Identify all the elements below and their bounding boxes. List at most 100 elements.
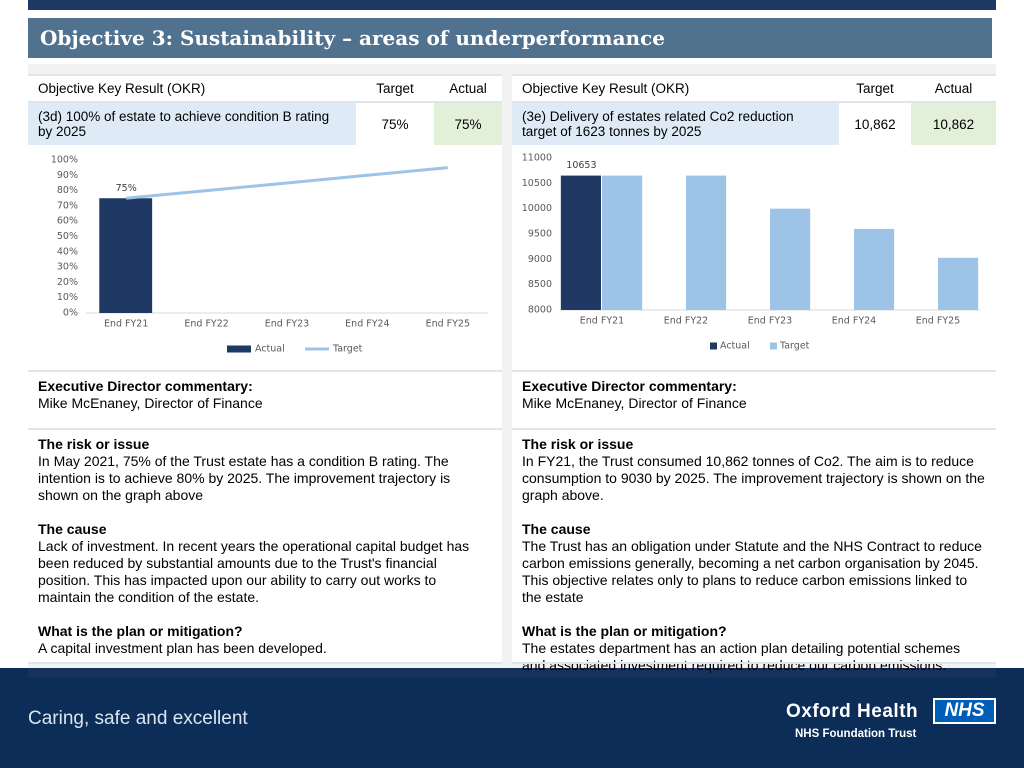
table-row: (3d) 100% of estate to achieve condition… (28, 101, 502, 145)
table-cell: 10,862 (839, 101, 911, 145)
bar (770, 208, 811, 310)
y-tick-label: 20% (57, 277, 78, 288)
okr-table: Objective Key Result (OKR) Target Actual (3… (512, 74, 996, 145)
nhs-badge: NHS (935, 700, 994, 722)
commentary-header: Executive Director commentary: Mike McEna… (512, 370, 996, 430)
column-header: Actual (911, 74, 996, 102)
y-tick-label: 100% (51, 155, 78, 166)
slide-title: Objective 3: Sustainability – areas of u… (28, 18, 992, 58)
bar (854, 228, 895, 310)
column-header: Target (839, 74, 911, 102)
table-cell: (3d) 100% of estate to achieve condition… (28, 101, 356, 145)
y-tick-label: 40% (57, 246, 78, 257)
x-tick-label: End FY25 (916, 316, 960, 327)
y-tick-label: 10000 (522, 203, 552, 214)
data-label: 10653 (566, 160, 596, 171)
commentary: Executive Director commentary: Mike McEna… (512, 370, 996, 673)
section-heading: The cause (522, 521, 591, 537)
commentary-body: The risk or issue In May 2021, 75% of the… (28, 430, 502, 680)
y-tick-label: 60% (57, 216, 78, 227)
chart: 8000 8500 9000 9500 10000 10500 11000 End FY21 E… (522, 153, 980, 352)
column-header: Actual (434, 74, 502, 102)
section-text: Lack of investment. In recent years the … (38, 538, 470, 605)
table-row: (3e) Delivery of estates related Co2 red… (512, 101, 996, 145)
footer: Caring, safe and excellent Oxford Health… (0, 668, 1024, 768)
column-header: Objective Key Result (OKR) (512, 74, 839, 102)
section-text: In FY21, the Trust consumed 10,862 tonne… (522, 453, 985, 503)
legend-label: Actual (255, 344, 285, 355)
commentary-author: Mike McEnaney, Director of Finance (522, 395, 747, 411)
y-tick-label: 90% (57, 170, 78, 181)
table-cell: 75% (434, 101, 502, 145)
bottom-rule (28, 662, 502, 664)
legend-swatch (227, 345, 251, 353)
top-strip (28, 0, 996, 10)
commentary-heading: Executive Director commentary: (522, 378, 737, 394)
section-text: The estates department has an action pla… (522, 640, 961, 673)
y-tick-label: 30% (57, 262, 78, 273)
bar (602, 175, 643, 310)
commentary-section: The cause The Trust has an obligation und… (522, 521, 986, 606)
x-tick-label: End FY23 (265, 319, 309, 330)
chart: 0% 10% 20% 30% 40% 50% 60% 70% 80% 90% 100% End FY2… (51, 155, 488, 355)
bar (938, 257, 979, 310)
commentary-section: What is the plan or mitigation? A capital… (38, 623, 492, 657)
y-tick-label: 9500 (528, 229, 552, 240)
section-heading: The risk or issue (522, 436, 634, 452)
section-text: The Trust has an obligation under Statut… (522, 538, 982, 605)
table-cell: (3e) Delivery of estates related Co2 red… (512, 101, 839, 145)
org-name: Oxford Health (786, 701, 919, 722)
y-tick-label: 8500 (528, 279, 552, 290)
x-tick-label: End FY24 (345, 319, 389, 330)
bar (99, 198, 153, 313)
x-tick-label: End FY24 (832, 316, 876, 327)
legend-label: Actual (720, 341, 750, 352)
commentary: Executive Director commentary: Mike McEna… (28, 370, 502, 664)
x-tick-label: End FY21 (104, 319, 148, 330)
commentary-section: The cause Lack of investment. In recent y… (38, 521, 492, 606)
legend-label: Target (332, 344, 363, 355)
bar (560, 175, 601, 310)
section-heading: The cause (38, 521, 107, 537)
section-heading: What is the plan or mitigation? (38, 623, 243, 639)
legend-swatch (710, 342, 717, 350)
y-tick-label: 9000 (528, 254, 552, 265)
commentary-author: Mike McEnaney, Director of Finance (38, 395, 263, 411)
y-tick-label: 8000 (528, 305, 552, 316)
bottom-rule (512, 662, 996, 664)
trust-name: NHS Foundation Trust (795, 728, 917, 740)
table-header: Objective Key Result (OKR) Target Actual (512, 74, 996, 102)
commentary-section: The risk or issue In FY21, the Trust cons… (522, 436, 986, 504)
section-text: A capital investment plan has been devel… (38, 640, 327, 656)
footer-stripe (28, 668, 996, 678)
commentary-header: Executive Director commentary: Mike McEna… (28, 370, 502, 430)
column-header: Objective Key Result (OKR) (28, 74, 356, 102)
y-tick-label: 10500 (522, 178, 552, 189)
table-cell: 75% (356, 101, 434, 145)
tagline: Caring, safe and excellent (28, 708, 248, 729)
bar (686, 175, 727, 310)
column-header: Target (356, 74, 434, 102)
okr-table: Objective Key Result (OKR) Target Actual (3… (28, 74, 502, 145)
x-tick-label: End FY23 (748, 316, 792, 327)
commentary-section: What is the plan or mitigation? The estat… (522, 623, 986, 674)
legend-label: Target (779, 341, 810, 352)
okr-panel: Objective Key Result (OKR) Target Actual (3… (512, 74, 996, 372)
y-tick-label: 70% (57, 200, 78, 211)
y-tick-label: 0% (63, 308, 78, 319)
x-tick-label: End FY22 (664, 316, 708, 327)
y-tick-label: 50% (57, 231, 78, 242)
data-label: 75% (116, 183, 137, 194)
okr-panel: Objective Key Result (OKR) Target Actual (3… (28, 74, 502, 372)
table-cell: 10,862 (911, 101, 996, 145)
table-header: Objective Key Result (OKR) Target Actual (28, 74, 502, 102)
x-tick-label: End FY22 (184, 319, 228, 330)
x-tick-label: End FY21 (580, 316, 624, 327)
legend-swatch (770, 342, 777, 350)
nhs-badge-box: NHS (933, 698, 996, 724)
commentary-body: The risk or issue In FY21, the Trust cons… (512, 430, 996, 697)
y-tick-label: 11000 (522, 153, 552, 164)
y-tick-label: 10% (57, 292, 78, 303)
y-tick-label: 80% (57, 185, 78, 196)
